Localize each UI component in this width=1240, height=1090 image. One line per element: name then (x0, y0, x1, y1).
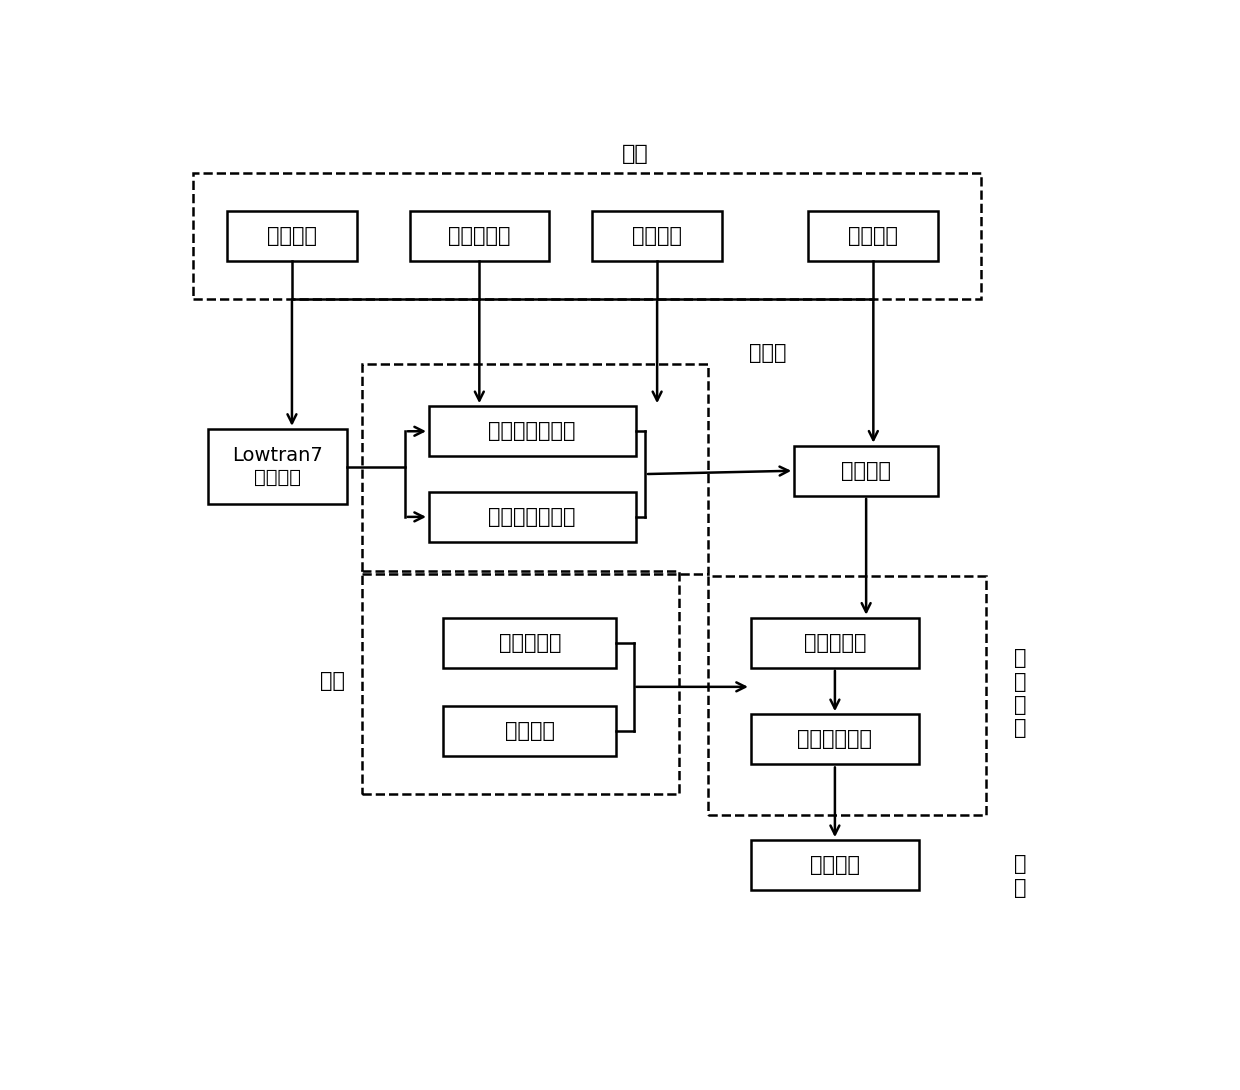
Bar (593, 210, 722, 261)
Bar (429, 492, 635, 542)
Text: 探测器参数: 探测器参数 (498, 633, 560, 653)
Text: 输
出: 输 出 (1013, 855, 1027, 898)
Text: 输入: 输入 (320, 670, 345, 691)
Bar (444, 618, 616, 668)
Text: 大气模式: 大气模式 (267, 226, 317, 245)
Text: 波长范围: 波长范围 (848, 226, 898, 245)
Bar (362, 364, 708, 574)
Text: 路径距离: 路径距离 (632, 226, 682, 245)
Text: 作用距离计算: 作用距离计算 (797, 729, 873, 749)
Text: 结果输出: 结果输出 (810, 856, 859, 875)
Bar (193, 172, 982, 299)
Bar (808, 210, 939, 261)
Bar (208, 428, 347, 505)
Bar (444, 705, 616, 756)
Bar (409, 210, 549, 261)
Bar (362, 571, 678, 794)
Bar (227, 210, 357, 261)
Text: 目标参数: 目标参数 (505, 720, 554, 741)
Text: 辐亮度计算: 辐亮度计算 (804, 633, 867, 653)
Text: 计
算
分
析: 计 算 分 析 (1013, 649, 1027, 738)
Text: 大气光谱辐亮度: 大气光谱辐亮度 (489, 507, 575, 526)
Bar (751, 714, 919, 764)
Bar (429, 407, 635, 457)
Text: Lowtran7
大气软件: Lowtran7 大气软件 (232, 446, 322, 487)
Text: 大气光谱透过率: 大气光谱透过率 (489, 421, 575, 441)
Bar (751, 618, 919, 668)
Bar (794, 446, 939, 496)
Text: 光谱分割: 光谱分割 (841, 461, 892, 481)
Bar (751, 840, 919, 891)
Text: 输入: 输入 (622, 144, 649, 165)
Text: 观测天顶角: 观测天顶角 (448, 226, 511, 245)
Text: 数据库: 数据库 (749, 343, 786, 363)
Bar (708, 576, 986, 815)
